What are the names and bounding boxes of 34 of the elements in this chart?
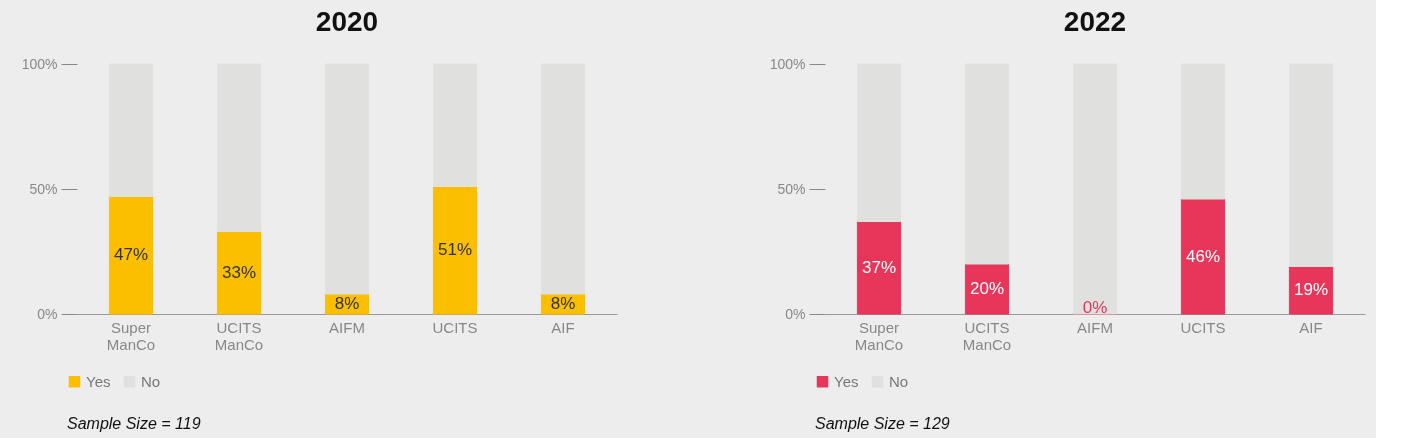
x-tick-label: UCITS [432, 318, 478, 336]
legend-label: No [141, 372, 161, 390]
x-tick-label: AIF [1299, 318, 1323, 336]
y-tick-label: 100% [21, 55, 58, 72]
y-tick-label: 50% [29, 180, 58, 197]
data-label: 0% [1082, 298, 1108, 317]
x-tick-label: AIF [551, 318, 575, 336]
data-label: 37% [861, 257, 897, 277]
y-tick-label: 100% [769, 55, 806, 72]
x-tick-label: AIFM [329, 318, 365, 336]
legend-label: No [889, 372, 909, 390]
y-tick-label: 0% [37, 305, 58, 322]
data-label: 33% [221, 262, 257, 282]
data-label: 19% [1293, 280, 1329, 300]
chart-title: 2022 [1063, 6, 1127, 37]
data-label: 20% [969, 279, 1005, 298]
x-tick-label: Super ManCo [854, 318, 904, 353]
legend-label: Yes [86, 372, 111, 390]
data-label: 51% [437, 240, 473, 260]
y-tick-label: 0% [785, 305, 806, 322]
chart-title: 2020 [315, 6, 379, 37]
text: Sample Size = 119 [67, 415, 201, 432]
x-tick-label: UCITS ManCo [962, 318, 1012, 353]
legend-label: Yes [834, 372, 859, 390]
x-tick-label: UCITS ManCo [214, 318, 264, 353]
data-label: 8% [550, 294, 576, 313]
x-tick-label: Super ManCo [106, 318, 156, 353]
data-label: 8% [334, 294, 360, 313]
x-tick-label: AIFM [1077, 318, 1113, 336]
data-label: 47% [113, 245, 149, 265]
y-tick-label: 50% [777, 180, 806, 197]
x-tick-label: UCITS [1180, 318, 1226, 336]
data-label: 46% [1185, 246, 1221, 266]
text: Sample Size = 129 [815, 415, 950, 432]
